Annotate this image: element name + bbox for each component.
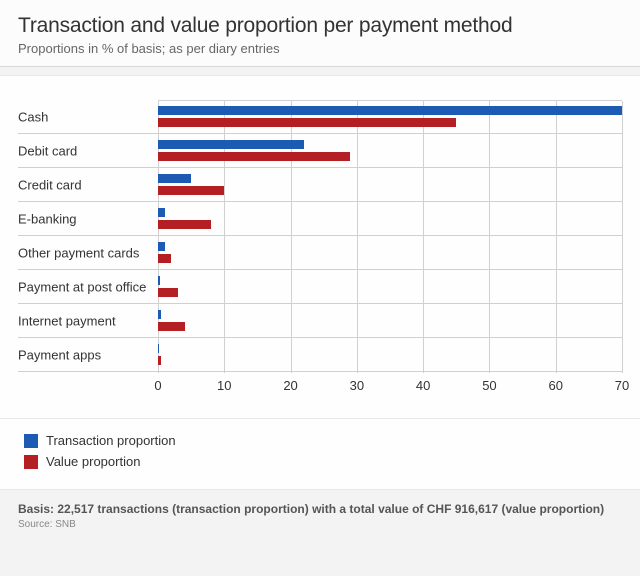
x-tick-label: 0 bbox=[154, 378, 161, 393]
bar-transaction bbox=[158, 310, 161, 319]
basis-note: Basis: 22,517 transactions (transaction … bbox=[18, 502, 622, 516]
x-tick-label: 20 bbox=[283, 378, 297, 393]
category-label: Payment at post office bbox=[18, 279, 154, 294]
bar-transaction bbox=[158, 276, 160, 285]
chart-row: Cash bbox=[18, 100, 622, 134]
chart-footer: Basis: 22,517 transactions (transaction … bbox=[0, 490, 640, 542]
legend-swatch bbox=[24, 434, 38, 448]
chart-title: Transaction and value proportion per pay… bbox=[18, 14, 622, 38]
bar-transaction bbox=[158, 174, 191, 183]
bar-transaction bbox=[158, 208, 165, 217]
bar-value bbox=[158, 322, 185, 331]
chart-row: Debit card bbox=[18, 134, 622, 168]
legend: Transaction proportion Value proportion bbox=[0, 419, 640, 490]
x-tick-label: 50 bbox=[482, 378, 496, 393]
category-label: E-banking bbox=[18, 211, 154, 226]
category-label: Credit card bbox=[18, 177, 154, 192]
chart-row: Internet payment bbox=[18, 304, 622, 338]
bar-transaction bbox=[158, 106, 622, 115]
category-label: Cash bbox=[18, 109, 154, 124]
bar-value bbox=[158, 220, 211, 229]
source-note: Source: SNB bbox=[18, 519, 622, 530]
chart-container: 0 10 20 30 40 50 60 70 Cash Debit card Credit card… bbox=[0, 75, 640, 419]
x-tick-label: 70 bbox=[615, 378, 629, 393]
category-label: Internet payment bbox=[18, 313, 154, 328]
bar-transaction bbox=[158, 242, 165, 251]
legend-label: Transaction proportion bbox=[46, 433, 176, 448]
x-tick-label: 60 bbox=[548, 378, 562, 393]
chart-row: Payment apps bbox=[18, 338, 622, 372]
bar-value bbox=[158, 152, 350, 161]
category-label: Payment apps bbox=[18, 347, 154, 362]
legend-swatch bbox=[24, 455, 38, 469]
category-label: Debit card bbox=[18, 143, 154, 158]
bar-value bbox=[158, 118, 456, 127]
bar-value bbox=[158, 186, 224, 195]
bar-value bbox=[158, 288, 178, 297]
legend-item: Value proportion bbox=[24, 454, 622, 469]
legend-label: Value proportion bbox=[46, 454, 140, 469]
chart-row: E-banking bbox=[18, 202, 622, 236]
x-tick-label: 30 bbox=[350, 378, 364, 393]
bar-transaction bbox=[158, 344, 159, 353]
chart-row: Payment at post office bbox=[18, 270, 622, 304]
bar-value bbox=[158, 356, 161, 365]
x-tick-label: 40 bbox=[416, 378, 430, 393]
bar-value bbox=[158, 254, 171, 263]
bar-chart: 010203040506070CashDebit cardCredit card… bbox=[18, 100, 622, 410]
legend-item: Transaction proportion bbox=[24, 433, 622, 448]
chart-subtitle: Proportions in % of basis; as per diary … bbox=[18, 41, 622, 56]
gridline bbox=[622, 101, 623, 373]
x-tick-label: 10 bbox=[217, 378, 231, 393]
chart-row: Other payment cards bbox=[18, 236, 622, 270]
chart-row: Credit card bbox=[18, 168, 622, 202]
chart-header: Transaction and value proportion per pay… bbox=[0, 0, 640, 67]
bar-transaction bbox=[158, 140, 304, 149]
category-label: Other payment cards bbox=[18, 245, 154, 260]
